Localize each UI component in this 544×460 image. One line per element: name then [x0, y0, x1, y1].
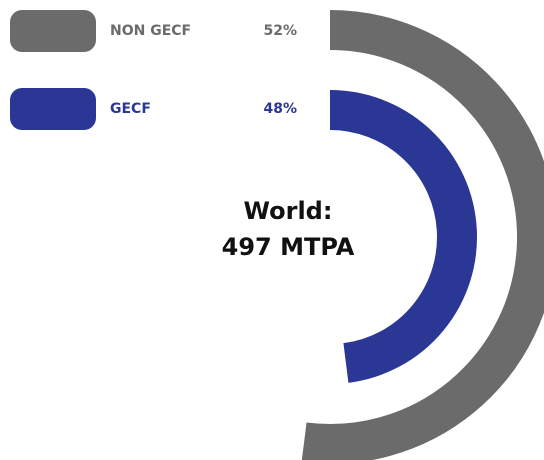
center-label: 497 MTPA [222, 233, 355, 261]
radial-bar [301, 10, 544, 460]
legend-swatch [10, 10, 96, 52]
value-label: 52% [263, 23, 297, 39]
value-label: 48% [263, 101, 297, 117]
legend-label: NON GECF [110, 23, 191, 39]
radial-bar [329, 90, 477, 383]
legend-swatch [10, 88, 96, 130]
center-label: World: [244, 197, 333, 225]
legend-label: GECF [110, 101, 151, 117]
